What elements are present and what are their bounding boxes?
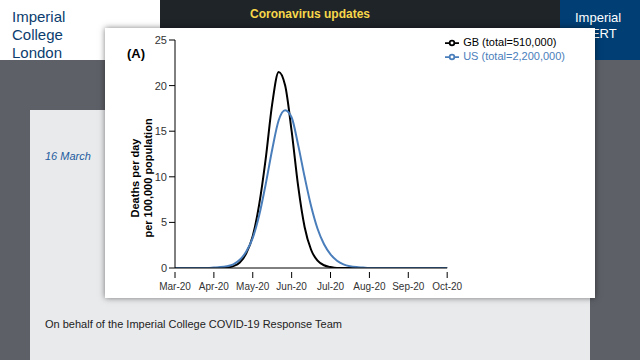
html-text:16 March: 16 March xyxy=(45,150,91,162)
html-text:Imperial ALERT: Imperial ALERT xyxy=(575,10,622,41)
html-text:(A): (A) xyxy=(127,46,145,61)
html-text:On behalf of the Imperial Coll: On behalf of the Imperial College COVID-… xyxy=(45,318,342,330)
html-text:GB (total=510,000): GB (total=510,000) xyxy=(463,36,557,48)
svg-text:Deaths per dayper 100,000 popu: Deaths per dayper 100,000 population xyxy=(129,118,154,237)
svg-text:Apr-20: Apr-20 xyxy=(199,281,229,292)
svg-text:Jun-20: Jun-20 xyxy=(276,281,307,292)
svg-text:25: 25 xyxy=(155,34,167,46)
svg-text:5: 5 xyxy=(161,216,167,228)
svg-text:Mar-20: Mar-20 xyxy=(159,281,191,292)
svg-text:0: 0 xyxy=(161,262,167,274)
html-text:US (total=2,200,000): US (total=2,200,000) xyxy=(463,50,565,63)
html-text:Imperial College London: Imperial College London xyxy=(12,8,66,61)
svg-text:Aug-20: Aug-20 xyxy=(353,281,386,292)
svg-text:May-20: May-20 xyxy=(236,281,270,292)
html-text:Coronavirus updates: Coronavirus updates xyxy=(250,7,370,21)
svg-text:20: 20 xyxy=(155,80,167,92)
svg-text:10: 10 xyxy=(155,171,167,183)
svg-text:Jul-20: Jul-20 xyxy=(317,281,345,292)
svg-text:Oct-20: Oct-20 xyxy=(432,281,462,292)
svg-text:15: 15 xyxy=(155,125,167,137)
svg-text:Sep-20: Sep-20 xyxy=(392,281,425,292)
